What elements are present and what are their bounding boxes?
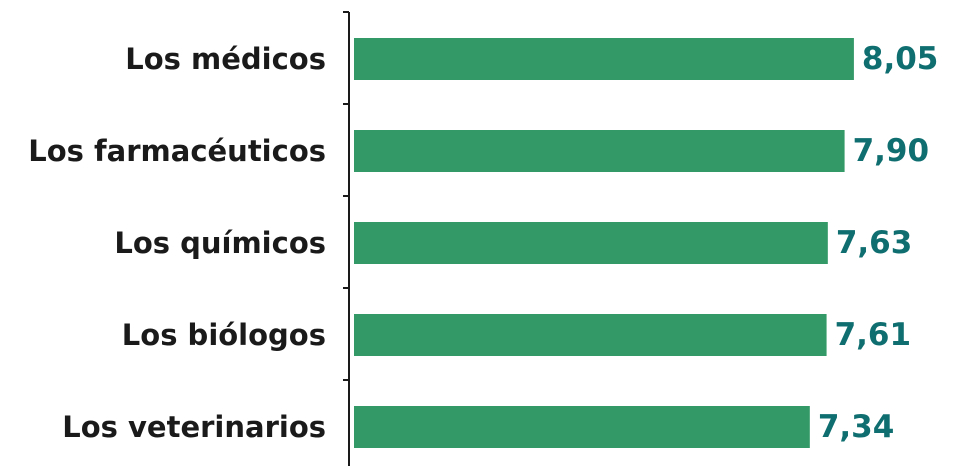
bar <box>354 314 827 356</box>
bar <box>354 130 845 172</box>
value-label: 7,61 <box>835 317 912 353</box>
bar <box>354 38 854 80</box>
value-label: 8,05 <box>862 41 939 77</box>
category-label: Los biólogos <box>122 318 326 352</box>
bar <box>354 222 828 264</box>
category-label: Los farmacéuticos <box>28 134 326 168</box>
value-labels: 8,05 7,90 7,63 7,61 7,34 <box>818 41 939 445</box>
category-label: Los veterinarios <box>62 410 326 444</box>
bar <box>354 406 810 448</box>
value-label: 7,34 <box>818 409 895 445</box>
category-label: Los médicos <box>125 42 326 76</box>
value-label: 7,90 <box>853 133 930 169</box>
category-label: Los químicos <box>114 226 326 260</box>
category-labels: Los médicos Los farmacéuticos Los químicos… <box>28 42 326 444</box>
y-axis-ticks <box>343 11 349 381</box>
value-label: 7,63 <box>836 225 913 261</box>
bars-group <box>354 38 854 448</box>
